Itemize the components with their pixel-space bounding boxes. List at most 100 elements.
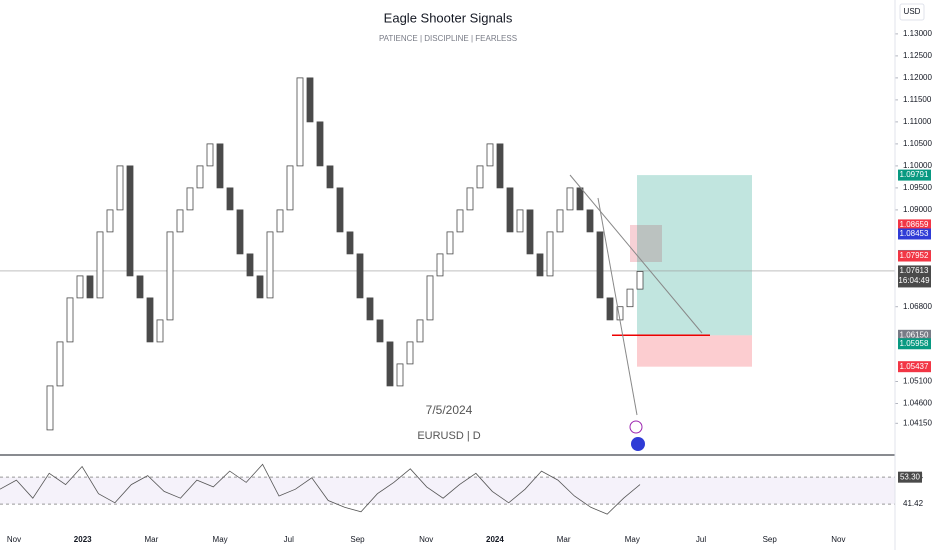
x-tick-label: May [625, 535, 640, 544]
candle-body [386, 341, 394, 387]
candle-body [416, 319, 424, 343]
y-tick-label: 1.09000 [903, 205, 932, 214]
candle-body [126, 165, 134, 277]
price-badge [898, 169, 931, 181]
y-tick-label: 1.09500 [903, 183, 932, 192]
candle-body [246, 253, 254, 277]
candle-body [86, 275, 94, 299]
y-tick-label: 1.05100 [903, 377, 932, 386]
price-badge [898, 329, 931, 341]
candle-body [96, 231, 104, 299]
rsi-band [0, 477, 895, 505]
candle-body [156, 319, 164, 343]
candle-body [396, 363, 404, 387]
candle-body [566, 187, 574, 211]
stop-box [637, 335, 752, 367]
candle-body [216, 143, 224, 189]
x-tick-label: Mar [557, 535, 571, 544]
trend-line [597, 197, 638, 416]
chart-title: Eagle Shooter Signals [384, 10, 513, 25]
candle-body [206, 143, 214, 167]
candle-body [556, 209, 564, 233]
y-tick-label: 1.12500 [903, 51, 932, 60]
candle-body [336, 187, 344, 233]
price-badge-label: 1.09791 [900, 170, 929, 179]
zone [630, 225, 662, 262]
candle-body [486, 143, 494, 167]
candle-body [466, 187, 474, 211]
y-tick-label: 1.06800 [903, 302, 932, 311]
candle-body [66, 297, 74, 343]
x-tick-label: Sep [350, 535, 365, 544]
candle-body [596, 231, 604, 299]
candle-body [496, 143, 504, 189]
x-tick-label: Nov [831, 535, 845, 544]
candle-body [256, 275, 264, 299]
price-badge-label: 1.07952 [900, 251, 929, 260]
y-tick-label: 1.12000 [903, 73, 932, 82]
candle-body [536, 253, 544, 277]
candle-body [186, 187, 194, 211]
candle-body [376, 319, 384, 343]
price-badge [898, 338, 931, 350]
candle-body [516, 209, 524, 233]
chart-subtitle: PATIENCE | DISCIPLINE | FEARLESS [379, 34, 517, 43]
candle-body [296, 77, 304, 167]
price-badge [898, 361, 931, 373]
countdown: 16:04:49 [898, 276, 930, 285]
flag-icon[interactable] [631, 437, 645, 451]
candle-body [626, 288, 634, 308]
y-tick-label: 1.04600 [903, 399, 932, 408]
candle-body [506, 187, 514, 233]
candle-body [316, 121, 324, 167]
symbol-label: EURUSD | D [417, 430, 480, 442]
event-icon[interactable] [629, 420, 643, 434]
candle-body [106, 209, 114, 233]
x-tick-label: Jul [696, 535, 706, 544]
date-label: 7/5/2024 [426, 403, 473, 417]
rsi-tick-label: 41.42 [903, 499, 924, 508]
candle-body [76, 275, 84, 299]
price-badge-label: 1.08659 [900, 220, 929, 229]
candle-body [56, 341, 64, 387]
price-badge-label: 1.05958 [900, 339, 929, 348]
y-tick-label: 1.04150 [903, 418, 932, 427]
candle-body [356, 253, 364, 299]
candle-body [576, 187, 584, 211]
currency-button[interactable] [899, 3, 925, 21]
candle-body [476, 165, 484, 189]
x-tick-label: 2024 [486, 535, 504, 544]
candle-body [276, 209, 284, 233]
candle-body [426, 275, 434, 321]
candle-body [436, 253, 444, 277]
candle-body [606, 297, 614, 321]
candle-body [286, 165, 294, 211]
candle-body [116, 165, 124, 211]
candle-body [346, 231, 354, 255]
candle-body [306, 77, 314, 123]
candle-body [326, 165, 334, 189]
rsi-line [0, 463, 641, 515]
currency[interactable]: USD [904, 7, 921, 16]
price-badge-label: 1.06150 [900, 330, 929, 339]
price-badge [898, 265, 931, 288]
candle-body [446, 231, 454, 255]
y-tick-label: 1.10500 [903, 139, 932, 148]
x-tick-label: Mar [145, 535, 159, 544]
price-badge-label: 1.07613 [900, 266, 929, 275]
candle-body [526, 209, 534, 255]
x-tick-label: 2023 [74, 535, 92, 544]
candle-body [406, 341, 414, 365]
candle-body [366, 297, 374, 321]
rsi-badge-label: 53.30 [900, 472, 921, 481]
x-tick-label: Sep [763, 535, 778, 544]
candle-body [46, 385, 54, 431]
x-tick-label: Nov [7, 535, 21, 544]
y-tick-label: 1.11000 [903, 117, 932, 126]
candle-body [226, 187, 234, 211]
x-tick-label: Nov [419, 535, 433, 544]
price-badge [898, 228, 931, 240]
candle-body [236, 209, 244, 255]
